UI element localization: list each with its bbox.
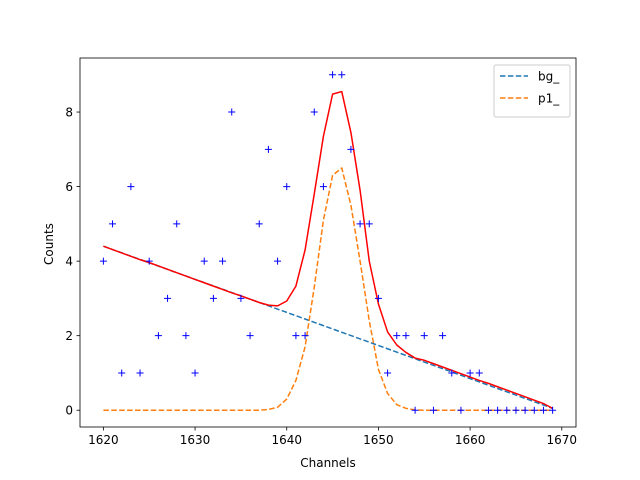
legend: bg_ p1_ <box>493 64 571 118</box>
data-point <box>127 183 135 191</box>
data-point <box>310 108 318 116</box>
data-point <box>274 257 282 265</box>
data-point <box>512 406 520 414</box>
data-point <box>521 406 529 414</box>
data-point <box>356 220 364 228</box>
data-point <box>393 332 401 340</box>
data-point <box>209 294 217 302</box>
data-point <box>411 406 419 414</box>
x-tick-label: 1650 <box>363 433 394 447</box>
y-axis-label: Counts <box>42 223 56 265</box>
data-point <box>365 220 373 228</box>
data-point <box>347 145 355 153</box>
x-axis-label: Channels <box>300 456 356 470</box>
data-point <box>384 369 392 377</box>
data-point <box>173 220 181 228</box>
x-tick-label: 1640 <box>271 433 302 447</box>
data-point <box>191 369 199 377</box>
y-tick-label: 6 <box>65 180 73 194</box>
plot-area <box>79 57 577 428</box>
data-point <box>338 71 346 79</box>
data-point <box>219 257 227 265</box>
data-point <box>228 108 236 116</box>
x-tick-label: 1620 <box>88 433 119 447</box>
data-point <box>264 145 272 153</box>
plot-contents <box>99 71 557 414</box>
x-tick-label: 1670 <box>547 433 578 447</box>
x-tick-label: 1660 <box>455 433 486 447</box>
data-point <box>136 369 144 377</box>
data-point <box>283 183 291 191</box>
data-point <box>484 406 492 414</box>
axes-frame <box>79 57 577 428</box>
y-tick-label: 4 <box>65 254 73 268</box>
data-point <box>237 294 245 302</box>
data-point <box>402 332 410 340</box>
data-point <box>503 406 511 414</box>
legend-label: bg_ <box>538 70 560 84</box>
data-point <box>301 332 309 340</box>
data-point <box>439 332 447 340</box>
data-point <box>182 332 190 340</box>
data-point <box>319 183 327 191</box>
data-point <box>466 369 474 377</box>
x-tick-label: 1630 <box>180 433 211 447</box>
legend-label: p1_ <box>538 92 560 106</box>
data-point <box>118 369 126 377</box>
data-point <box>429 406 437 414</box>
y-tick-label: 8 <box>65 105 73 119</box>
series-line-fit-total <box>103 90 553 410</box>
data-point <box>154 332 162 340</box>
data-point <box>374 294 382 302</box>
data-point <box>549 406 557 414</box>
data-point <box>494 406 502 414</box>
data-point <box>448 369 456 377</box>
data-point <box>539 406 547 414</box>
legend-box <box>493 64 571 118</box>
data-point <box>145 257 153 265</box>
data-point <box>530 406 538 414</box>
y-tick-label: 2 <box>65 329 73 343</box>
data-point <box>329 71 337 79</box>
data-point <box>457 406 465 414</box>
data-point <box>246 332 254 340</box>
data-point <box>475 369 483 377</box>
data-point <box>109 220 117 228</box>
data-point <box>200 257 208 265</box>
data-point <box>99 257 107 265</box>
data-point <box>164 294 172 302</box>
y-tick-label: 0 <box>65 404 73 418</box>
axis-ticks: 1620 1630 1640 1650 1660 1670 0 2 4 6 8 <box>65 105 577 447</box>
data-point <box>255 220 263 228</box>
data-point <box>420 332 428 340</box>
series-line-p1 <box>103 167 553 411</box>
data-point <box>292 332 300 340</box>
